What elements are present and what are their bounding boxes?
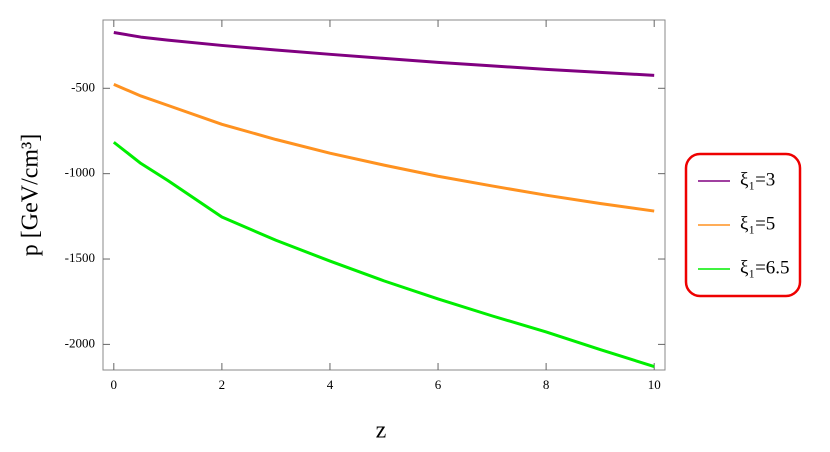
x-tick-label: 0	[111, 377, 118, 392]
y-tick-label: -1500	[65, 250, 95, 265]
series-line	[113, 82, 655, 213]
y-tick-label: -1000	[65, 165, 95, 180]
x-tick-label: 2	[219, 377, 226, 392]
legend-label: ξ₁=5	[740, 213, 775, 234]
x-tick-label: 8	[543, 377, 550, 392]
plot-frame	[102, 19, 666, 371]
legend-label: ξ₁=3	[740, 169, 775, 190]
y-tick-label: -2000	[65, 335, 95, 350]
legend-label: ξ₁=6.5	[740, 257, 790, 278]
x-tick-label: 6	[435, 377, 442, 392]
x-tick-label: 10	[648, 377, 661, 392]
legend-box	[684, 152, 802, 298]
y-tick-label: -500	[71, 79, 95, 94]
x-tick-label: 4	[327, 377, 334, 392]
x-axis-label: z	[376, 418, 387, 444]
series-line	[112, 141, 655, 369]
y-axis-label: p [GeV/cm³]	[18, 134, 44, 256]
series-line	[113, 30, 655, 77]
